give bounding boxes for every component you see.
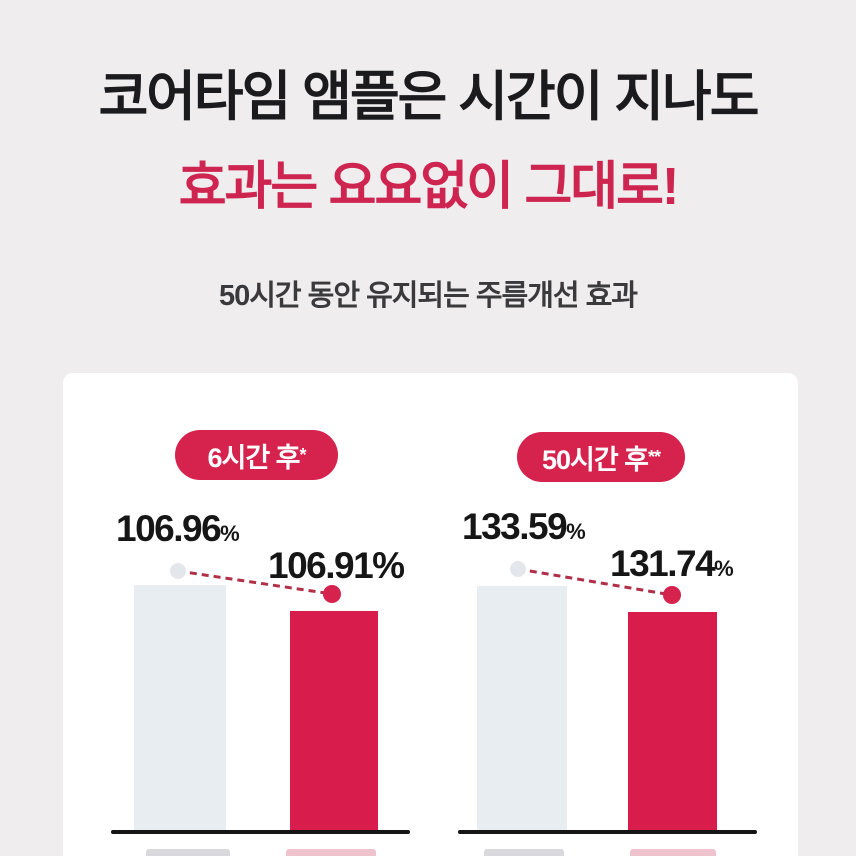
- value-number: 133.59: [462, 506, 568, 547]
- value-label-red-50h: 131.74%: [610, 543, 734, 585]
- value-number: 106.91: [268, 545, 374, 586]
- percent-sign: %: [566, 519, 586, 544]
- value-label-red-6h: 106.91%: [268, 545, 405, 587]
- value-label-gray-50h: 133.59%: [462, 506, 586, 548]
- value-number: 131.74: [610, 543, 716, 584]
- footnote-asterisk: *: [299, 444, 307, 465]
- percent-sign: %: [372, 545, 406, 586]
- page-headline: 효과는 요요없이 그대로!: [178, 158, 680, 216]
- axis-label-cutoff-red-6h: [286, 849, 376, 856]
- page-title: 코어타임 앰플은 시간이 지나도: [98, 67, 760, 127]
- bar-gray-50h: [477, 586, 567, 830]
- time-badge-50h: 50시간 후 **: [517, 432, 685, 482]
- axis-label-cutoff-red-50h: [630, 849, 716, 856]
- chart-subtitle: 50시간 동안 유지되는 주름개선 효과: [218, 280, 638, 312]
- axis-baseline-6h: [111, 830, 410, 834]
- time-badge-6h: 6시간 후 *: [175, 430, 338, 480]
- percent-sign: %: [714, 556, 734, 581]
- time-badge-6h-label: 6시간 후: [207, 442, 300, 473]
- value-label-gray-6h: 106.96%: [116, 508, 240, 550]
- bar-red-6h: [290, 611, 378, 830]
- bar-gray-6h: [134, 585, 226, 830]
- footnote-asterisk: **: [648, 446, 661, 467]
- time-badge-50h-label: 50시간 후: [541, 444, 649, 475]
- bar-red-50h: [628, 612, 717, 830]
- axis-label-cutoff-gray-50h: [484, 849, 564, 856]
- value-number: 106.96: [116, 508, 222, 549]
- percent-sign: %: [220, 521, 240, 546]
- axis-label-cutoff-gray-6h: [146, 849, 230, 856]
- axis-baseline-50h: [458, 830, 757, 834]
